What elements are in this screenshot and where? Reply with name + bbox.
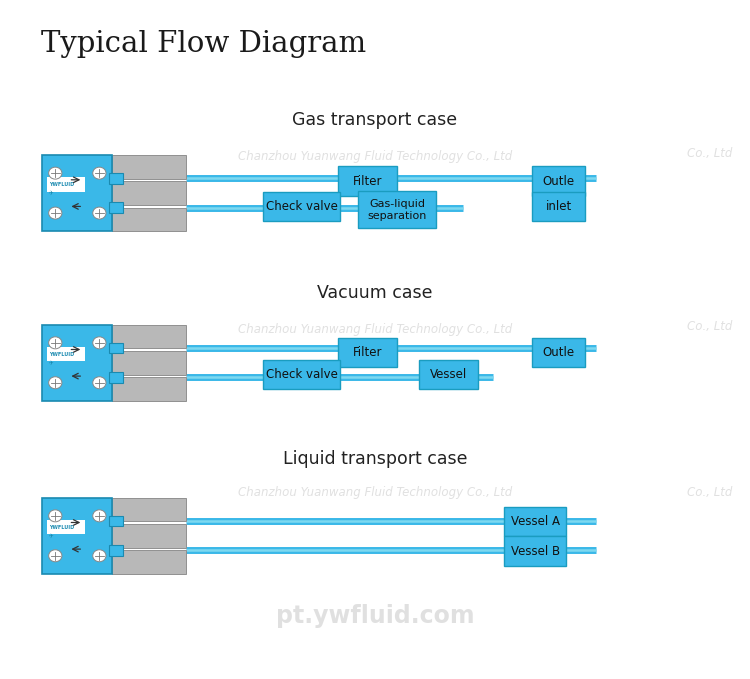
Circle shape (93, 550, 106, 562)
Text: Outle: Outle (543, 175, 574, 187)
FancyBboxPatch shape (338, 337, 397, 367)
FancyBboxPatch shape (112, 524, 186, 548)
FancyBboxPatch shape (532, 166, 585, 196)
Text: Chanzhou Yuanwang Fluid Technology Co., Ltd: Chanzhou Yuanwang Fluid Technology Co., … (238, 323, 512, 336)
FancyBboxPatch shape (532, 337, 585, 367)
Text: Co., Ltd: Co., Ltd (687, 486, 733, 499)
FancyBboxPatch shape (112, 351, 186, 375)
Circle shape (49, 207, 62, 219)
Text: ✈: ✈ (49, 361, 54, 366)
FancyBboxPatch shape (504, 536, 566, 566)
Bar (110, 372, 122, 383)
FancyBboxPatch shape (338, 166, 397, 196)
Circle shape (93, 207, 106, 219)
FancyBboxPatch shape (43, 155, 112, 232)
Circle shape (49, 550, 62, 562)
FancyBboxPatch shape (112, 325, 186, 348)
Bar (110, 202, 122, 213)
FancyBboxPatch shape (358, 191, 436, 228)
Text: Filter: Filter (353, 175, 382, 187)
Text: Check valve: Check valve (266, 368, 338, 382)
Circle shape (49, 510, 62, 522)
Text: Vessel B: Vessel B (511, 545, 560, 557)
FancyBboxPatch shape (419, 360, 478, 389)
Bar (46, 520, 86, 534)
Circle shape (93, 510, 106, 522)
Text: Vessel A: Vessel A (511, 515, 560, 528)
FancyBboxPatch shape (504, 507, 566, 536)
Text: Vacuum case: Vacuum case (317, 284, 433, 302)
Circle shape (93, 377, 106, 389)
Text: pt.ywfluid.com: pt.ywfluid.com (276, 604, 474, 627)
Bar (46, 347, 86, 361)
FancyBboxPatch shape (112, 181, 186, 205)
Bar (110, 545, 122, 555)
Text: Chanzhou Yuanwang Fluid Technology Co., Ltd: Chanzhou Yuanwang Fluid Technology Co., … (238, 486, 512, 499)
Text: Filter: Filter (353, 346, 382, 359)
FancyBboxPatch shape (112, 155, 186, 179)
Text: ✈: ✈ (49, 191, 54, 196)
Circle shape (49, 337, 62, 349)
FancyBboxPatch shape (112, 208, 186, 232)
FancyBboxPatch shape (43, 498, 112, 574)
Text: ✈: ✈ (49, 534, 54, 539)
FancyBboxPatch shape (263, 191, 340, 221)
Text: YWFLUID: YWFLUID (49, 182, 74, 187)
Text: Gas transport case: Gas transport case (292, 111, 458, 129)
Text: Gas-liquid
separation: Gas-liquid separation (368, 199, 427, 221)
Circle shape (49, 167, 62, 179)
Circle shape (49, 377, 62, 389)
Text: Check valve: Check valve (266, 200, 338, 213)
FancyBboxPatch shape (112, 498, 186, 521)
Circle shape (93, 337, 106, 349)
Text: Outle: Outle (543, 346, 574, 359)
Text: Vessel: Vessel (430, 368, 467, 382)
FancyBboxPatch shape (112, 378, 186, 401)
FancyBboxPatch shape (112, 550, 186, 574)
Text: Typical Flow Diagram: Typical Flow Diagram (40, 30, 366, 58)
Text: Co., Ltd: Co., Ltd (687, 147, 733, 160)
Text: Co., Ltd: Co., Ltd (687, 320, 733, 333)
Text: Chanzhou Yuanwang Fluid Technology Co., Ltd: Chanzhou Yuanwang Fluid Technology Co., … (238, 150, 512, 163)
Text: inlet: inlet (545, 200, 572, 213)
Text: Liquid transport case: Liquid transport case (283, 450, 467, 469)
FancyBboxPatch shape (263, 360, 340, 389)
Bar (110, 173, 122, 184)
FancyBboxPatch shape (532, 191, 585, 221)
Bar (46, 177, 86, 191)
Bar (110, 343, 122, 354)
FancyBboxPatch shape (43, 325, 112, 401)
Text: YWFLUID: YWFLUID (49, 525, 74, 530)
Text: YWFLUID: YWFLUID (49, 352, 74, 356)
Bar (110, 516, 122, 526)
Circle shape (93, 167, 106, 179)
